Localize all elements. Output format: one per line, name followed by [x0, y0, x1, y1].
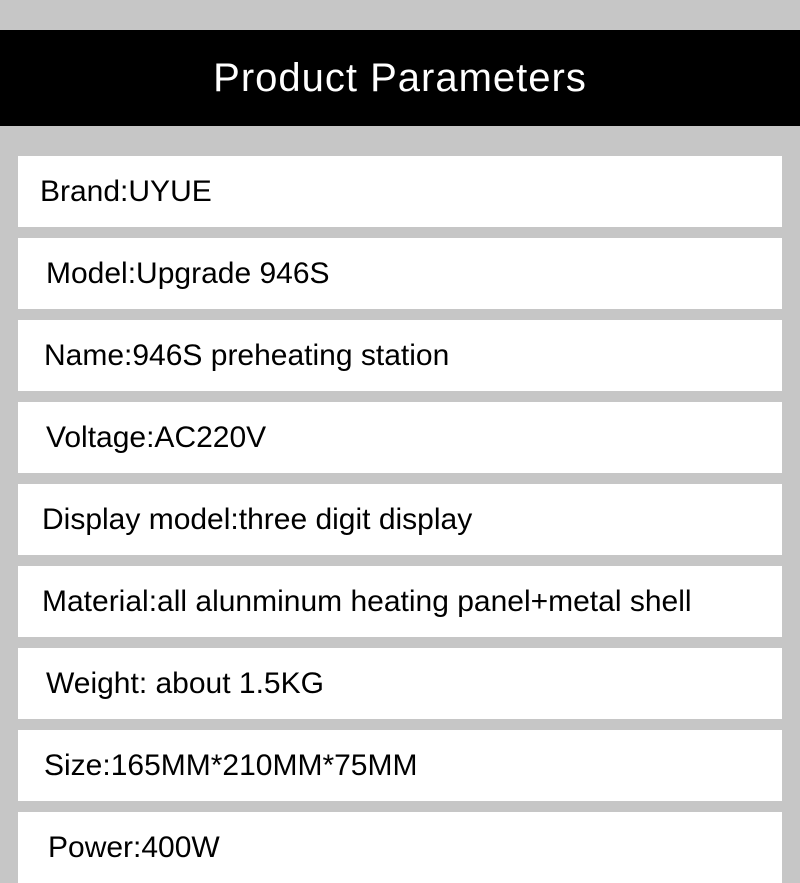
param-text: Display model:three digit display — [42, 503, 472, 536]
param-text: Name:946S preheating station — [44, 339, 449, 372]
param-row: Voltage:AC220V — [18, 402, 782, 473]
section-header: Product Parameters — [0, 30, 800, 126]
param-row: Model:Upgrade 946S — [18, 238, 782, 309]
param-row: Power:400W — [18, 812, 782, 883]
parameters-list: Brand:UYUE Model:Upgrade 946S Name:946S … — [0, 126, 800, 883]
param-text: Model:Upgrade 946S — [46, 257, 330, 290]
param-text: Size:165MM*210MM*75MM — [44, 749, 417, 782]
param-row: Name:946S preheating station — [18, 320, 782, 391]
param-row: Weight: about 1.5KG — [18, 648, 782, 719]
param-text: Material:all alunminum heating panel+met… — [42, 585, 692, 618]
param-text: Voltage:AC220V — [46, 421, 266, 454]
param-row: Display model:three digit display — [18, 484, 782, 555]
param-row: Material:all alunminum heating panel+met… — [18, 566, 782, 637]
param-text: Brand:UYUE — [40, 175, 212, 208]
param-row: Brand:UYUE — [18, 156, 782, 227]
param-text: Power:400W — [48, 831, 220, 864]
section-title: Product Parameters — [213, 56, 587, 101]
param-row: Size:165MM*210MM*75MM — [18, 730, 782, 801]
param-text: Weight: about 1.5KG — [46, 667, 324, 700]
